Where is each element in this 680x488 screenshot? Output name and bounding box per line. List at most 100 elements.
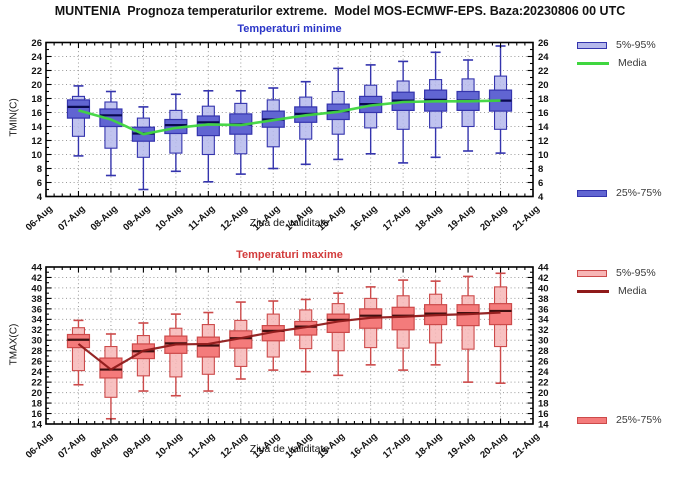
y-tick-label-left: 16	[31, 108, 42, 119]
y-tick-label-left: 14	[31, 122, 42, 133]
box-08-Aug	[99, 333, 123, 420]
box-18-Aug	[424, 280, 448, 366]
box-10-Aug	[164, 93, 188, 173]
y-tick-label-left: 20	[31, 388, 42, 399]
box-12-Aug	[229, 301, 253, 380]
box-12-Aug	[229, 90, 253, 175]
inner-box	[488, 303, 513, 326]
media-line-swatch	[577, 61, 609, 65]
box-19-Aug	[456, 59, 480, 152]
outer-range-swatch	[577, 41, 607, 49]
y-tick-label-right: 12	[538, 136, 549, 147]
inner-range-swatch	[577, 416, 607, 424]
y-tick-label-right: 20	[538, 388, 549, 399]
y-tick-label-right: 28	[538, 346, 549, 357]
y-tick-label-left: 12	[31, 136, 42, 147]
outer-range-label: 5%-95%	[616, 39, 656, 51]
box-09-Aug	[131, 106, 155, 191]
y-tick-label-left: 10	[31, 150, 42, 161]
y-tick-label-left: 34	[31, 315, 42, 326]
tmin-legend-inner: 25%-75%	[577, 187, 662, 199]
box-09-Aug	[131, 322, 155, 392]
tmax-legend-outer-range: 5%-95%	[577, 267, 656, 279]
axis-ticks	[45, 266, 534, 425]
y-tick-label-left: 24	[31, 52, 42, 63]
outer-range-swatch	[577, 269, 607, 277]
box-20-Aug	[488, 272, 513, 384]
y-tick-label-left: 18	[31, 94, 42, 105]
y-tick-label-right: 18	[538, 94, 549, 105]
tmin-chart-title: Temperaturi minime	[237, 23, 342, 35]
y-tick-label-right: 36	[538, 304, 549, 315]
y-tick-label-left: 44	[31, 262, 42, 273]
inner-box	[66, 333, 91, 349]
tmin-legend-media: Media	[577, 57, 656, 69]
y-tick-label-right: 40	[538, 283, 549, 294]
inner-range-swatch	[577, 189, 607, 197]
y-tick-label-right: 14	[538, 122, 549, 133]
y-tick-label-right: 22	[538, 378, 549, 389]
y-tick-label-left: 16	[31, 409, 42, 420]
y-tick-label-right: 22	[538, 66, 549, 77]
y-tick-label-left: 42	[31, 273, 42, 284]
y-tick-label-left: 22	[31, 66, 42, 77]
inner-box	[66, 99, 91, 119]
y-tick-label-left: 14	[31, 419, 42, 430]
inner-range-label: 25%-75%	[616, 414, 662, 426]
y-tick-label-left: 26	[31, 38, 42, 49]
box-11-Aug	[196, 311, 220, 392]
box-19-Aug	[456, 275, 480, 383]
box-07-Aug	[66, 85, 91, 157]
box-11-Aug	[196, 90, 220, 183]
y-tick-label-left: 38	[31, 294, 42, 305]
tmin-xaxis-label: Ziua de validitate	[249, 217, 330, 229]
media-label: Media	[618, 285, 647, 297]
y-tick-label-right: 26	[538, 357, 549, 368]
tmin-chart: 4 4 6 6 8 8 10 10 12 12 14 14 16 16 18 18 20 20 22 22 24 24 26…	[24, 38, 550, 233]
y-tick-label-left: 6	[37, 178, 42, 189]
y-tick-label-left: 26	[31, 357, 42, 368]
y-tick-label-right: 10	[538, 150, 549, 161]
tmax-legend-media: Media	[577, 285, 656, 297]
y-tick-label-right: 34	[538, 315, 549, 326]
inner-box	[391, 306, 415, 331]
tmin-legend: 5%-95% Media	[577, 39, 656, 69]
y-tick-label-right: 6	[538, 178, 543, 189]
box-08-Aug	[99, 90, 123, 177]
y-tick-label-left: 32	[31, 325, 42, 336]
y-tick-label-left: 36	[31, 304, 42, 315]
box-17-Aug	[391, 279, 415, 371]
y-tick-label-right: 8	[538, 164, 543, 175]
y-tick-label-right: 44	[538, 262, 549, 273]
inner-range-label: 25%-75%	[616, 187, 662, 199]
tmax-legend: 5%-95% Media	[577, 267, 656, 297]
y-tick-label-right: 24	[538, 367, 549, 378]
y-tick-label-left: 8	[37, 164, 42, 175]
figure-title: MUNTENIA Prognoza temperaturilor extreme…	[54, 4, 626, 18]
y-tick-label-right: 42	[538, 273, 549, 284]
axis-ticks	[45, 41, 534, 198]
y-tick-label-left: 40	[31, 283, 42, 294]
box-14-Aug	[294, 298, 318, 373]
y-tick-label-left: 22	[31, 378, 42, 389]
y-tick-label-left: 30	[31, 336, 42, 347]
inner-box	[196, 336, 220, 358]
plot-frame	[45, 266, 534, 425]
y-tick-label-right: 14	[538, 419, 549, 430]
y-tick-label-right: 16	[538, 409, 549, 420]
y-tick-label-left: 4	[37, 192, 43, 203]
outer-range-label: 5%-95%	[616, 267, 656, 279]
y-tick-label-left: 28	[31, 346, 42, 357]
box-17-Aug	[391, 60, 415, 164]
tmin-yaxis-label: TMIN(C)	[8, 98, 20, 137]
box-10-Aug	[164, 313, 188, 397]
gridlines	[47, 268, 532, 423]
tmin-legend-inner-range: 25%-75%	[577, 187, 662, 199]
media-line	[78, 99, 501, 136]
media-label: Media	[618, 57, 647, 69]
y-tick-label-right: 26	[538, 38, 549, 49]
